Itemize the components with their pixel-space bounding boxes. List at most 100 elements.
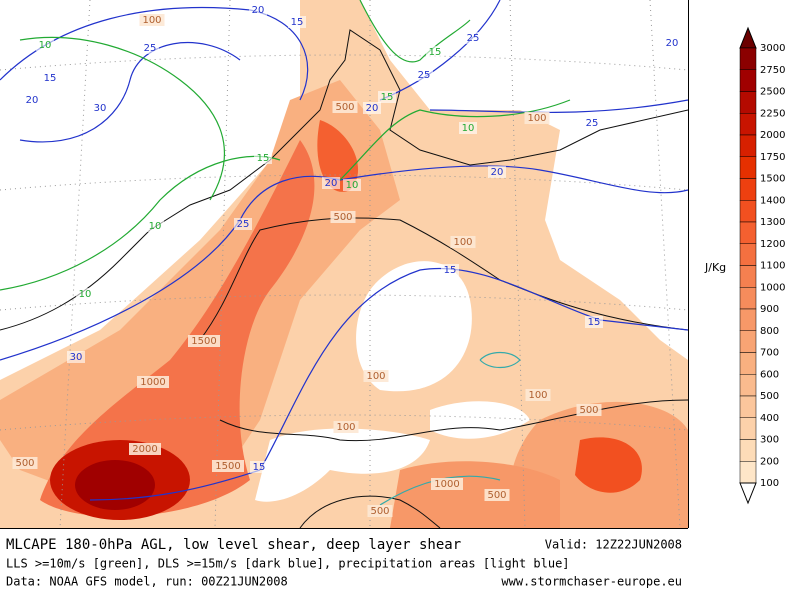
contour-label: 25 (144, 43, 157, 54)
legend-swatch (739, 91, 757, 114)
color-legend: J/Kg 3000 2750 2500 2250 2000 1750 1500 1400 130… (704, 26, 785, 505)
legend-swatch (739, 200, 757, 223)
legend-label: 900 (760, 304, 779, 315)
legend-label: 2250 (760, 108, 785, 119)
contour-label: 10 (149, 221, 162, 232)
caption: MLCAPE 180-0hPa AGL, low level shear, de… (6, 537, 682, 589)
legend-swatch (739, 156, 757, 179)
label-box (76, 288, 94, 300)
cape-high (317, 120, 359, 192)
coastline (299, 495, 441, 529)
cape-medium (390, 461, 560, 528)
legend-label: 300 (760, 435, 779, 446)
legend-label: 1500 (760, 174, 785, 185)
legend-top-triangle (739, 26, 757, 49)
label-box (441, 264, 459, 276)
label-box (576, 404, 602, 416)
contour-label: 1000 (434, 479, 459, 490)
label-box (426, 46, 444, 58)
legend-swatch (739, 178, 757, 201)
label-box (139, 14, 165, 26)
contour-label: 1500 (191, 336, 216, 347)
label-box (464, 32, 482, 44)
label-box (137, 376, 169, 388)
contour-label: 500 (370, 506, 389, 517)
caption-title: MLCAPE 180-0hPa AGL, low level shear, de… (6, 537, 461, 553)
legend-label: 2000 (760, 130, 785, 141)
legend-swatch (739, 287, 757, 310)
legend-label: 500 (760, 391, 779, 402)
contour-label: 15 (44, 73, 57, 84)
label-box (23, 94, 41, 106)
label-box (333, 421, 359, 433)
label-box (363, 102, 381, 114)
cape-high (575, 437, 642, 493)
border (199, 217, 689, 341)
legend-label: 1400 (760, 195, 785, 206)
contour-label: 100 (453, 237, 472, 248)
legend-swatch (739, 461, 757, 484)
contour-label: 15 (429, 47, 442, 58)
legend-swatch (739, 134, 757, 157)
contour-label: 500 (15, 458, 34, 469)
legend-swatch (739, 221, 757, 244)
contour-label: 10 (79, 289, 92, 300)
contour-label: 10 (39, 40, 52, 51)
legend-swatch (739, 113, 757, 136)
contour-label: 15 (381, 92, 394, 103)
label-box (459, 122, 477, 134)
label-box (450, 236, 476, 248)
legend-label: 3000 (760, 43, 785, 54)
legend-swatch (739, 330, 757, 353)
contour-label: 30 (70, 352, 83, 363)
legend-swatch (739, 243, 757, 266)
legend-label: 100 (760, 478, 779, 489)
contour-label: 500 (335, 102, 354, 113)
label-box (67, 351, 85, 363)
legend-swatch (739, 374, 757, 397)
contour-label: 25 (467, 33, 480, 44)
dls-contour (89, 267, 689, 501)
caption-line2: LLS >=10m/s [green], DLS >=15m/s [dark b… (6, 557, 570, 571)
contour-label: 15 (257, 153, 270, 164)
contour-label: 20 (325, 178, 338, 189)
contour-label: 1000 (140, 377, 165, 388)
contour-label: 1500 (215, 461, 240, 472)
label-box (363, 370, 389, 382)
legend-label: 2750 (760, 65, 785, 76)
legend-swatch (739, 395, 757, 418)
contour-label: 15 (291, 17, 304, 28)
label-box (525, 389, 551, 401)
contour-label: 500 (579, 405, 598, 416)
label-box (583, 117, 601, 129)
contour-label: 10 (346, 180, 359, 191)
contour-label: 500 (333, 212, 352, 223)
label-box (663, 37, 681, 49)
label-box (524, 112, 550, 124)
contour-label: 15 (253, 462, 266, 473)
label-box (415, 69, 433, 81)
contour-label: 10 (462, 123, 475, 134)
contour-label: 25 (237, 219, 250, 230)
cape-gap (255, 428, 430, 502)
legend-label: 200 (760, 456, 779, 467)
legend-label: 700 (760, 348, 779, 359)
contour-label: 100 (142, 15, 161, 26)
legend-unit: J/Kg (704, 261, 726, 274)
contour-label: 30 (94, 103, 107, 114)
legend-swatch (739, 417, 757, 440)
contour-label: 500 (487, 490, 506, 501)
label-box (36, 39, 54, 51)
label-box (250, 461, 268, 473)
contour-label: 100 (528, 390, 547, 401)
contour-label: 20 (491, 167, 504, 178)
legend-label: 1300 (760, 217, 785, 228)
cape-peak (75, 460, 155, 510)
label-box (367, 505, 393, 517)
legend-label: 800 (760, 326, 779, 337)
contour-label: 20 (26, 95, 39, 106)
label-box (343, 179, 361, 191)
label-box (146, 220, 164, 232)
label-box (378, 91, 396, 103)
